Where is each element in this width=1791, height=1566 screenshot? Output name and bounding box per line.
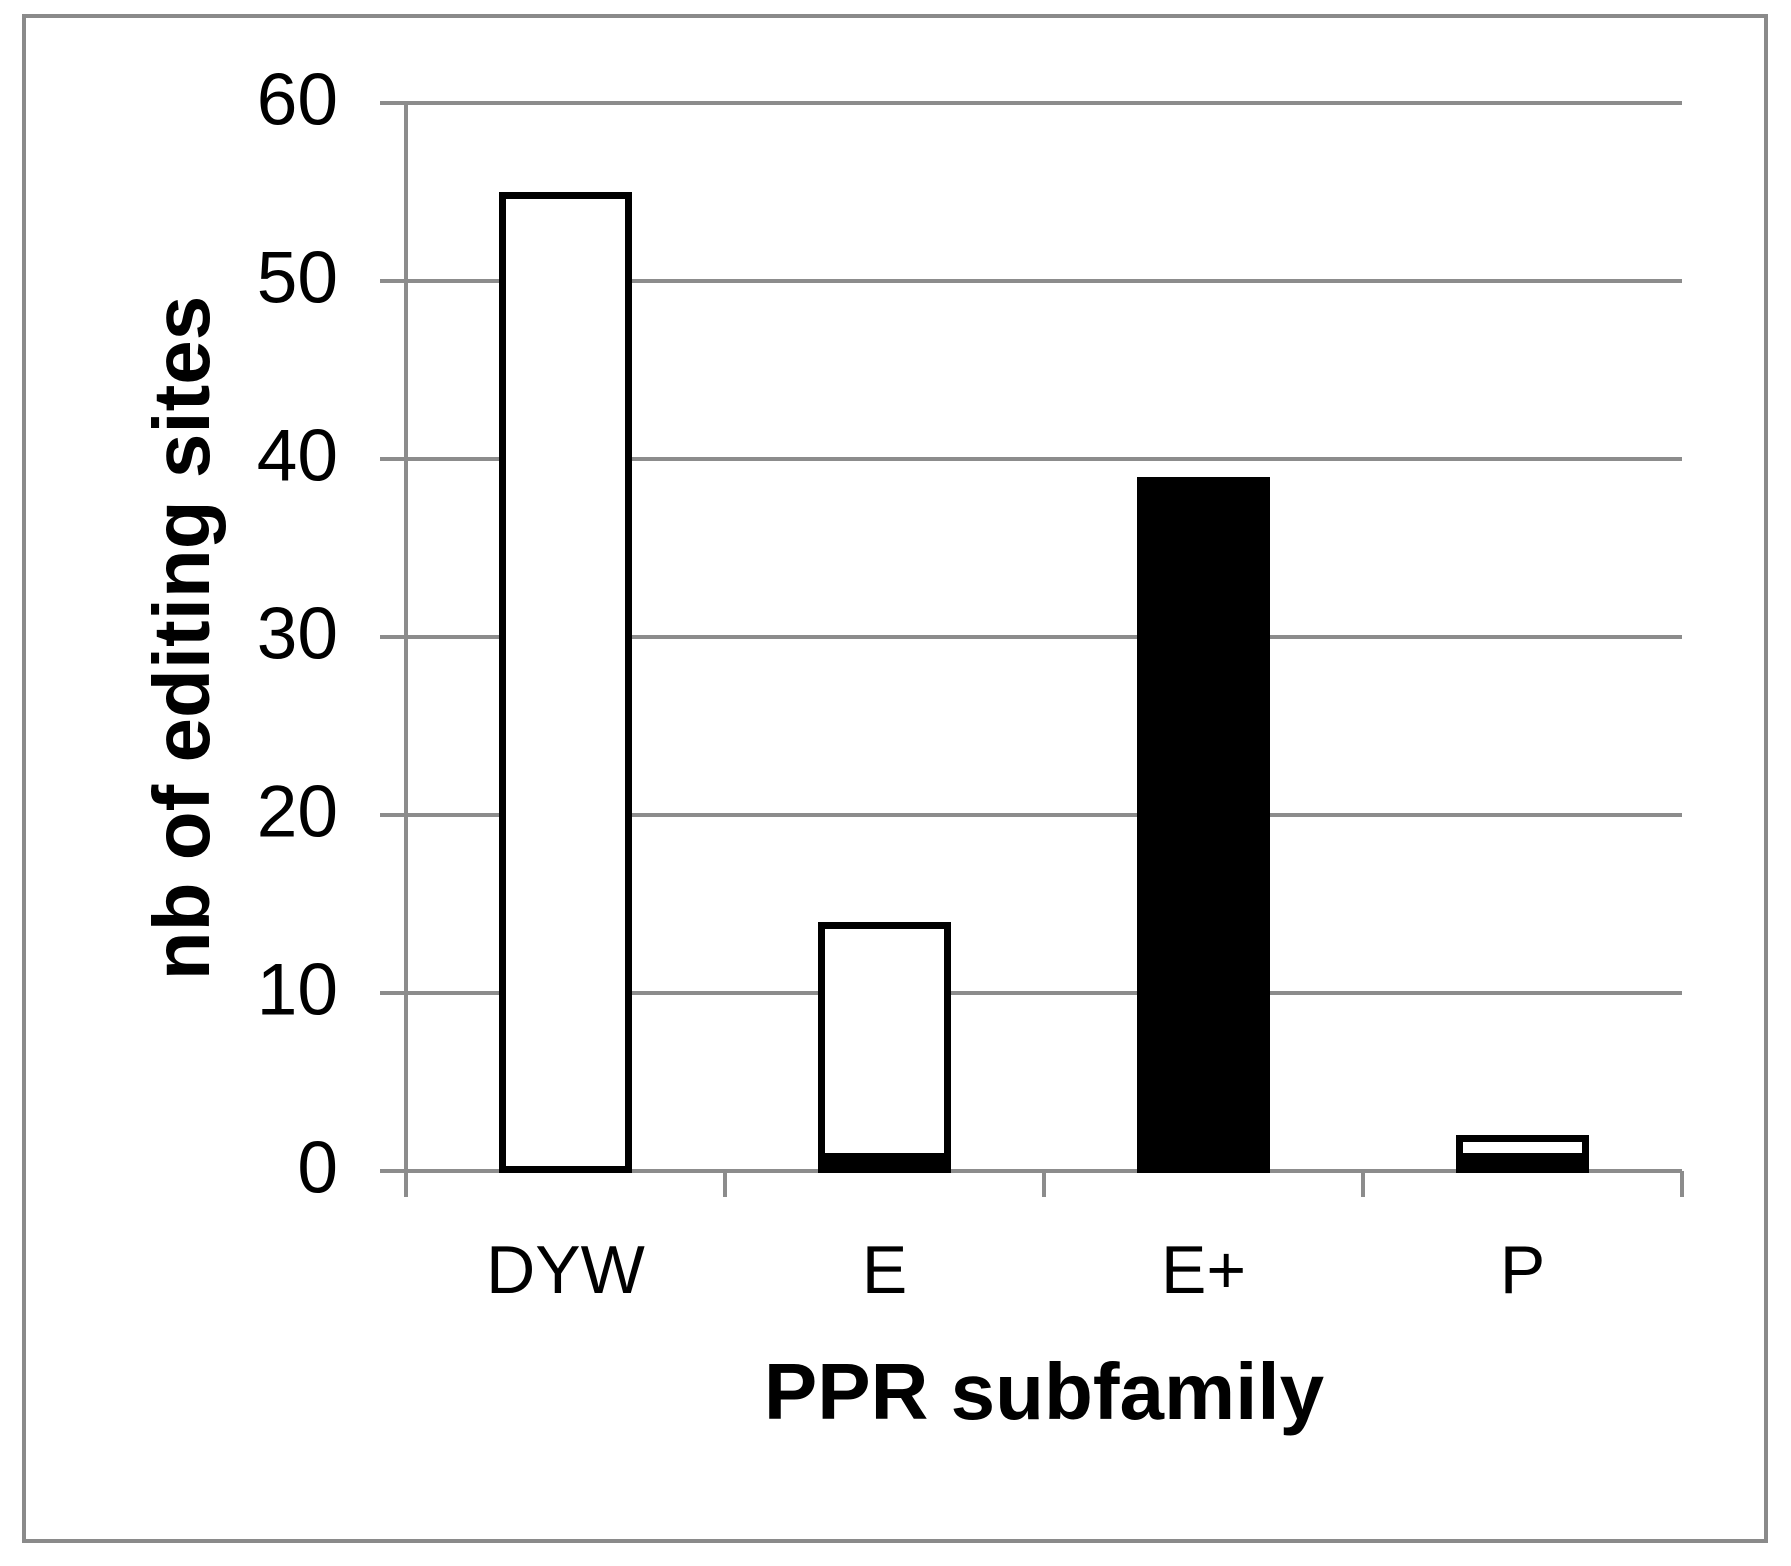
x-axis-title: PPR subfamily: [763, 1347, 1325, 1436]
x-cat-label-E: E: [861, 1232, 908, 1308]
y-tick-label-30: 30: [256, 593, 338, 675]
figure-border: [22, 14, 1768, 1543]
bar-DYW-white-segment: [499, 192, 632, 1173]
x-tick-0: [404, 1171, 408, 1197]
x-tick-4: [1680, 1171, 1684, 1197]
bar-E-white-segment: [818, 921, 951, 1173]
gridline-50: [380, 279, 1682, 283]
y-tick-label-0: 0: [297, 1127, 338, 1209]
y-tick-label-20: 20: [256, 771, 338, 853]
y-tick-label-50: 50: [256, 237, 338, 319]
bar-P-black-segment: [1456, 1153, 1589, 1173]
y-tick-label-60: 60: [256, 59, 338, 141]
y-axis-line: [404, 103, 408, 1197]
x-tick-1: [723, 1171, 727, 1197]
bar-E+-black-segment: [1137, 476, 1270, 1173]
x-cat-label-E+: E+: [1160, 1232, 1247, 1308]
y-tick-label-40: 40: [256, 415, 338, 497]
x-tick-3: [1361, 1171, 1365, 1197]
y-tick-label-10: 10: [256, 949, 338, 1031]
gridline-60: [380, 101, 1682, 105]
x-cat-label-P: P: [1499, 1232, 1546, 1308]
bar-E-black-segment: [818, 1153, 951, 1173]
x-axis-baseline: [380, 1169, 1682, 1173]
gridline-40: [380, 457, 1682, 461]
x-tick-2: [1042, 1171, 1046, 1197]
x-cat-label-DYW: DYW: [486, 1232, 645, 1308]
gridline-10: [380, 991, 1682, 995]
gridline-30: [380, 635, 1682, 639]
gridline-20: [380, 813, 1682, 817]
